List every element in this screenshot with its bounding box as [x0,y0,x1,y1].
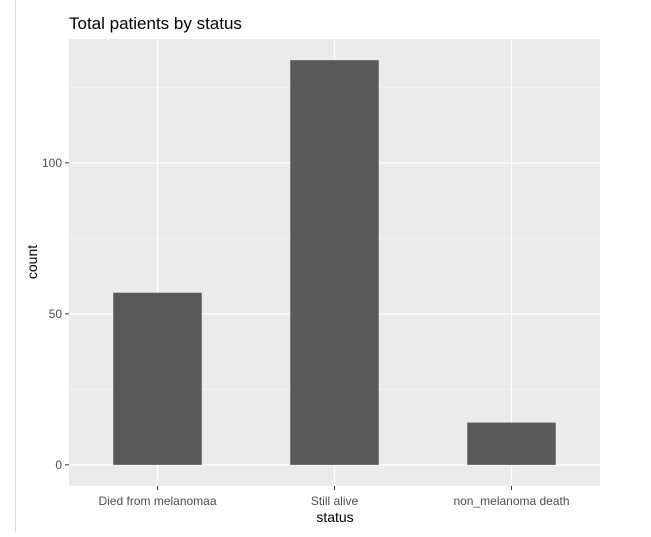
y-tick-label: 50 [49,307,63,321]
chart-title: Total patients by status [69,14,242,33]
y-tick-label: 0 [55,458,62,472]
axes: 0 50 100 Died from melanomaa Still alive non_… [42,156,570,508]
bar [290,60,379,465]
bars [113,60,556,465]
x-tick-label: Died from melanomaa [98,494,216,508]
x-axis-title: status [316,509,353,525]
window-edge-divider [15,0,16,532]
y-axis-title: count [24,245,40,279]
x-tick-label: non_melanoma death [453,494,569,508]
y-tick-label: 100 [42,156,62,170]
bar [467,422,556,465]
bar [113,292,202,465]
x-tick-label: Still alive [311,494,359,508]
